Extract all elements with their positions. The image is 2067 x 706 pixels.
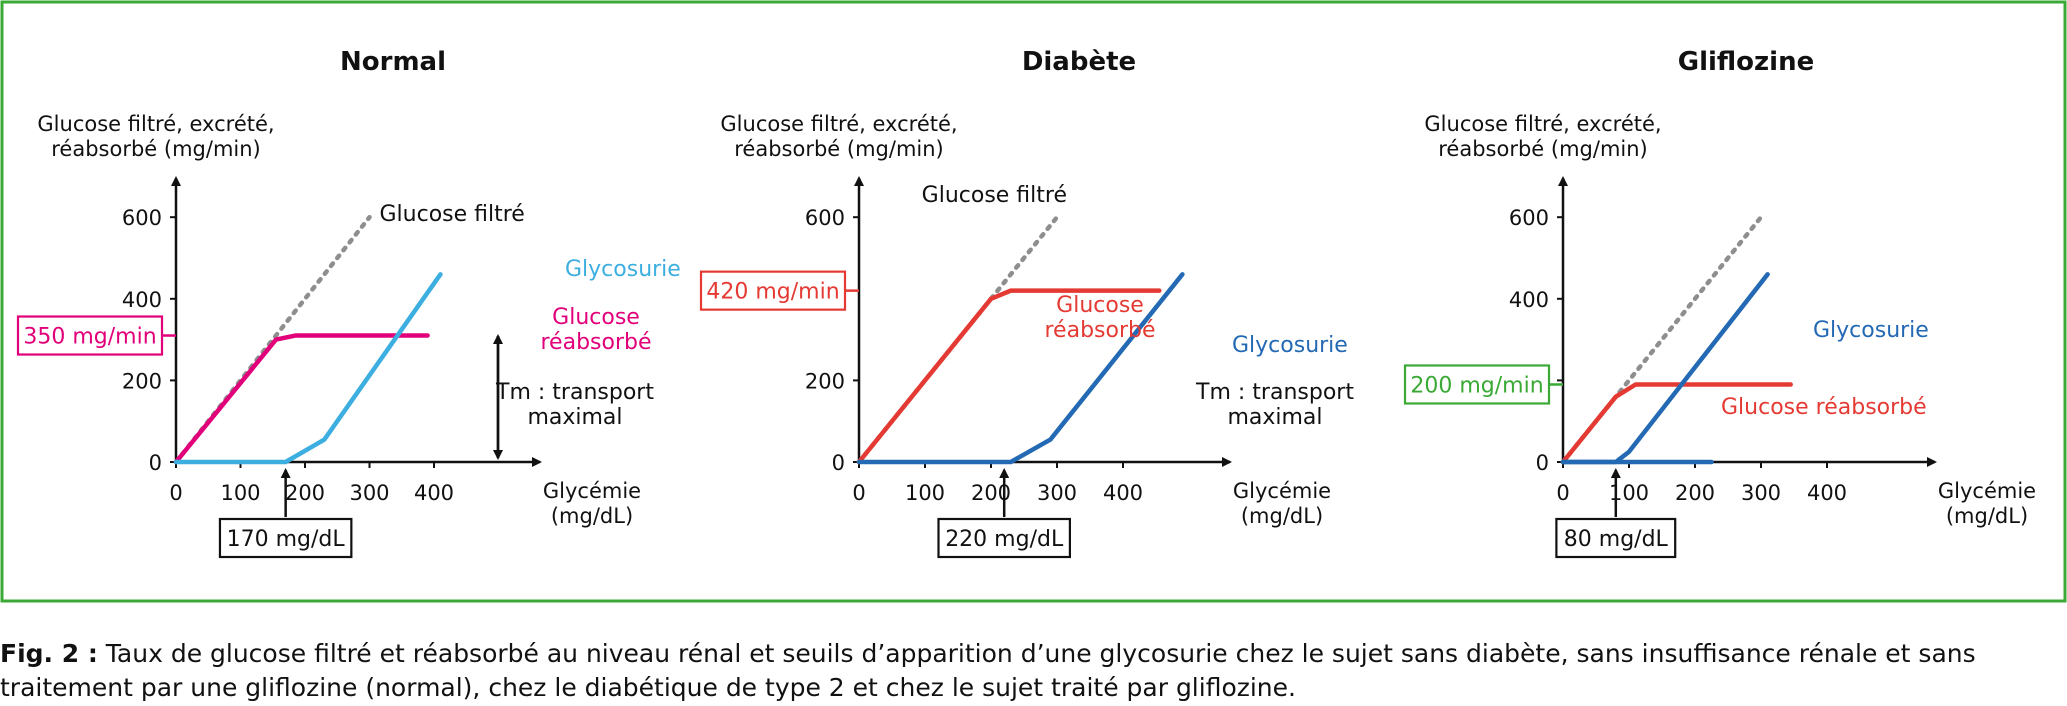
x-axis-label: (mg/dL): [1946, 504, 2028, 528]
x-axis-label: (mg/dL): [1241, 504, 1323, 528]
threshold-box-text: 170 mg/dL: [227, 527, 346, 552]
y-tick-label: 600: [122, 206, 162, 230]
reabsorbed-glucose-line: [173, 333, 430, 465]
reabsorbed-glucose-label: réabsorbé: [1044, 318, 1155, 343]
caption-label: Fig. 2 :: [0, 639, 98, 668]
threshold-box-text: 220 mg/dL: [945, 527, 1064, 552]
glycosuria-label: Glycosurie: [1813, 318, 1929, 343]
figure-frame: [0, 0, 2067, 603]
y-tick-label: 0: [1536, 451, 1549, 475]
x-axis-label: (mg/dL): [551, 504, 633, 528]
x-axis-label: Glycémie: [543, 479, 641, 503]
x-tick-label: 200: [1675, 481, 1715, 505]
y-axis-label: Glucose filtré, excrété,: [720, 112, 957, 136]
tm-box: [1403, 364, 1551, 405]
y-axis-label: réabsorbé (mg/min): [1438, 137, 1648, 161]
tm-box-text: 200 mg/min: [1410, 373, 1543, 398]
reabsorbed-glucose-label: Glucose: [1056, 293, 1144, 318]
filtered-glucose-label: Glucose filtré: [922, 183, 1067, 208]
y-axis-label: Glucose filtré, excrété,: [1424, 112, 1661, 136]
threshold-box: [218, 517, 353, 559]
threshold-box: [1555, 517, 1677, 559]
threshold-box-group: 170 mg/dL: [218, 517, 353, 559]
y-axis-label: réabsorbé (mg/min): [734, 137, 944, 161]
glycosuria-label: Glycosurie: [565, 257, 681, 282]
tm-box: [16, 315, 164, 356]
x-tick-label: 300: [349, 481, 389, 505]
reabsorbed-glucose-label: Glucose: [552, 305, 640, 330]
y-tick-label: 600: [805, 206, 845, 230]
caption-text: Taux de glucose filtré et réabsorbé au n…: [0, 639, 1976, 702]
tm-box-group: 200 mg/min: [1403, 364, 1551, 405]
threshold-box-group: 80 mg/dL: [1555, 517, 1677, 559]
x-tick-label: 300: [1037, 481, 1077, 505]
y-tick-label: 200: [805, 369, 845, 393]
threshold-box-text: 80 mg/dL: [1564, 527, 1669, 552]
glycosuria-line: [173, 272, 443, 465]
glycosuria-label: Glycosurie: [1232, 333, 1348, 358]
x-tick-label: 0: [169, 481, 182, 505]
x-tick-label: 400: [1807, 481, 1847, 505]
reabsorbed-glucose-line: [1560, 382, 1793, 465]
x-tick-label: 400: [414, 481, 454, 505]
x-tick-label: 300: [1741, 481, 1781, 505]
chart-gliflozine: Gliflozine Glucose filtré, excrété,réabso…: [1403, 47, 2036, 559]
tm-box-group: 350 mg/min: [16, 315, 164, 356]
filtered-glucose-label: Glucose filtré: [380, 202, 525, 227]
tm-box-text: 350 mg/min: [23, 325, 156, 350]
reabsorbed-glucose-label: Glucose réabsorbé: [1721, 395, 1927, 420]
threshold-box-group: 220 mg/dL: [937, 517, 1071, 559]
threshold-box: [937, 517, 1071, 559]
y-tick-label: 600: [1509, 206, 1549, 230]
y-axis-label: réabsorbé (mg/min): [51, 137, 261, 161]
tm-label: maximal: [1227, 405, 1322, 430]
x-tick-label: 0: [852, 481, 865, 505]
glycosuria-line: [856, 272, 1185, 465]
y-tick-label: 400: [122, 288, 162, 312]
x-tick-label: 400: [1103, 481, 1143, 505]
x-tick-label: 200: [285, 481, 325, 505]
figure-caption: Fig. 2 : Taux de glucose filtré et réabs…: [0, 637, 2067, 705]
y-tick-label: 400: [1509, 288, 1549, 312]
tm-label: maximal: [527, 405, 622, 430]
chart-title: Gliflozine: [1678, 47, 1815, 77]
x-tick-label: 100: [905, 481, 945, 505]
chart-normal: Normal Glucose filtré, excrété,réabsorbé …: [16, 47, 681, 559]
x-tick-label: 0: [1556, 481, 1569, 505]
chart-title: Diabète: [1022, 47, 1136, 77]
y-tick-label: 0: [149, 451, 162, 475]
x-tick-label: 100: [220, 481, 260, 505]
tm-label: Tm : transport: [495, 380, 654, 405]
x-axis-label: Glycémie: [1233, 479, 1331, 503]
y-tick-label: 200: [122, 369, 162, 393]
chart-title: Normal: [340, 47, 446, 77]
tm-label: Tm : transport: [1195, 380, 1354, 405]
y-axis-label: Glucose filtré, excrété,: [37, 112, 274, 136]
x-axis-label: Glycémie: [1938, 479, 2036, 503]
tm-box-group: 420 mg/min: [699, 270, 847, 311]
tm-box-text: 420 mg/min: [706, 280, 839, 305]
reabsorbed-glucose-line: [856, 288, 1162, 465]
reabsorbed-glucose-label: réabsorbé: [540, 330, 651, 355]
y-tick-label: 0: [832, 451, 845, 475]
